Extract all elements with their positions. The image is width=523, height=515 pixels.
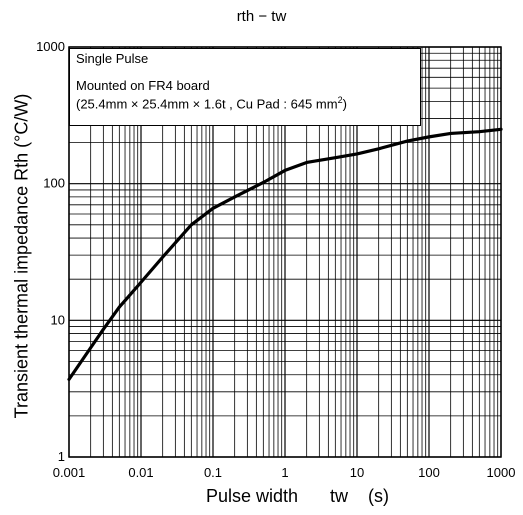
x-axis-unit: (s) xyxy=(368,486,389,506)
x-tick-labels: 0.001 0.01 0.1 1 10 100 1000 xyxy=(53,465,516,480)
annotation-line-2: Mounted on FR4 board xyxy=(76,78,210,93)
chart-title: rth − tw xyxy=(236,8,287,25)
y-axis-label: Transient thermal impedance Rth (°C/W) xyxy=(11,93,32,419)
annotation-line-3-end: ) xyxy=(342,96,347,112)
x-axis-symbol: tw xyxy=(330,486,348,506)
x-tick-label: 100 xyxy=(418,465,440,480)
y-tick-labels: 1 10 100 1000 xyxy=(36,39,65,464)
x-tick-label: 10 xyxy=(350,465,364,480)
annotation-box: Single Pulse Mounted on FR4 board (25.4m… xyxy=(69,48,421,126)
annotation-line-1: Single Pulse xyxy=(76,51,149,66)
annotation-line-3: (25.4mm × 25.4mm × 1.6t , Cu Pad : 645 m… xyxy=(76,93,414,111)
x-tick-label: 0.1 xyxy=(204,465,222,480)
x-axis-label: Pulse width xyxy=(206,486,299,506)
annotation-line-3-text: (25.4mm × 25.4mm × 1.6t , Cu Pad : 645 m… xyxy=(76,96,338,112)
series-group xyxy=(67,127,503,381)
y-tick-label: 100 xyxy=(43,176,65,191)
y-tick-label: 1 xyxy=(58,449,65,464)
y-tick-label: 1000 xyxy=(36,39,65,54)
x-tick-label: 0.01 xyxy=(128,465,153,480)
annotation-superscript: 2 xyxy=(337,95,343,105)
y-tick-label: 10 xyxy=(51,312,65,327)
x-tick-label: 1000 xyxy=(487,465,516,480)
x-tick-label: 1 xyxy=(281,465,288,480)
plot-frame xyxy=(68,46,502,458)
series-line xyxy=(67,127,503,381)
x-tick-label: 0.001 xyxy=(53,465,86,480)
